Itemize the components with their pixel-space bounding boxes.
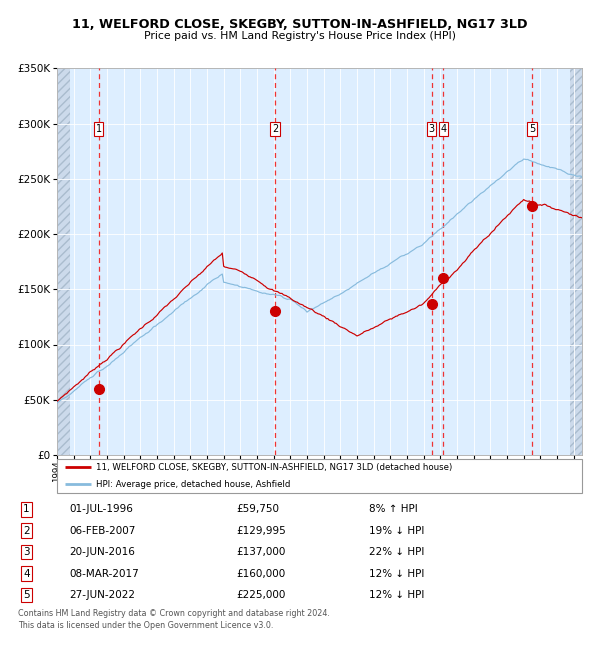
- Text: £225,000: £225,000: [236, 590, 286, 600]
- Text: 12% ↓ HPI: 12% ↓ HPI: [369, 569, 424, 578]
- Text: This data is licensed under the Open Government Licence v3.0.: This data is licensed under the Open Gov…: [18, 621, 274, 630]
- Text: 01-JUL-1996: 01-JUL-1996: [70, 504, 133, 514]
- Text: 1: 1: [95, 124, 102, 134]
- Text: 12% ↓ HPI: 12% ↓ HPI: [369, 590, 424, 600]
- Text: Contains HM Land Registry data © Crown copyright and database right 2024.: Contains HM Land Registry data © Crown c…: [18, 609, 330, 618]
- Text: £59,750: £59,750: [236, 504, 280, 514]
- Text: 11, WELFORD CLOSE, SKEGBY, SUTTON-IN-ASHFIELD, NG17 3LD (detached house): 11, WELFORD CLOSE, SKEGBY, SUTTON-IN-ASH…: [97, 463, 452, 472]
- Text: 4: 4: [23, 569, 30, 578]
- Text: 2: 2: [272, 124, 278, 134]
- Text: 1: 1: [23, 504, 30, 514]
- Text: 06-FEB-2007: 06-FEB-2007: [70, 526, 136, 536]
- Text: Price paid vs. HM Land Registry's House Price Index (HPI): Price paid vs. HM Land Registry's House …: [144, 31, 456, 41]
- Text: 3: 3: [428, 124, 434, 134]
- Text: 11, WELFORD CLOSE, SKEGBY, SUTTON-IN-ASHFIELD, NG17 3LD: 11, WELFORD CLOSE, SKEGBY, SUTTON-IN-ASH…: [72, 18, 528, 31]
- Text: £137,000: £137,000: [236, 547, 286, 557]
- Text: £160,000: £160,000: [236, 569, 286, 578]
- Text: 08-MAR-2017: 08-MAR-2017: [70, 569, 139, 578]
- Text: 8% ↑ HPI: 8% ↑ HPI: [369, 504, 418, 514]
- Text: 19% ↓ HPI: 19% ↓ HPI: [369, 526, 424, 536]
- Text: 5: 5: [529, 124, 535, 134]
- Text: £129,995: £129,995: [236, 526, 286, 536]
- FancyBboxPatch shape: [57, 459, 582, 493]
- Text: 22% ↓ HPI: 22% ↓ HPI: [369, 547, 424, 557]
- Text: 27-JUN-2022: 27-JUN-2022: [70, 590, 136, 600]
- Text: 2: 2: [23, 526, 30, 536]
- Text: HPI: Average price, detached house, Ashfield: HPI: Average price, detached house, Ashf…: [97, 480, 291, 489]
- Text: 20-JUN-2016: 20-JUN-2016: [70, 547, 136, 557]
- Text: 3: 3: [23, 547, 30, 557]
- Text: 4: 4: [440, 124, 446, 134]
- Text: 5: 5: [23, 590, 30, 600]
